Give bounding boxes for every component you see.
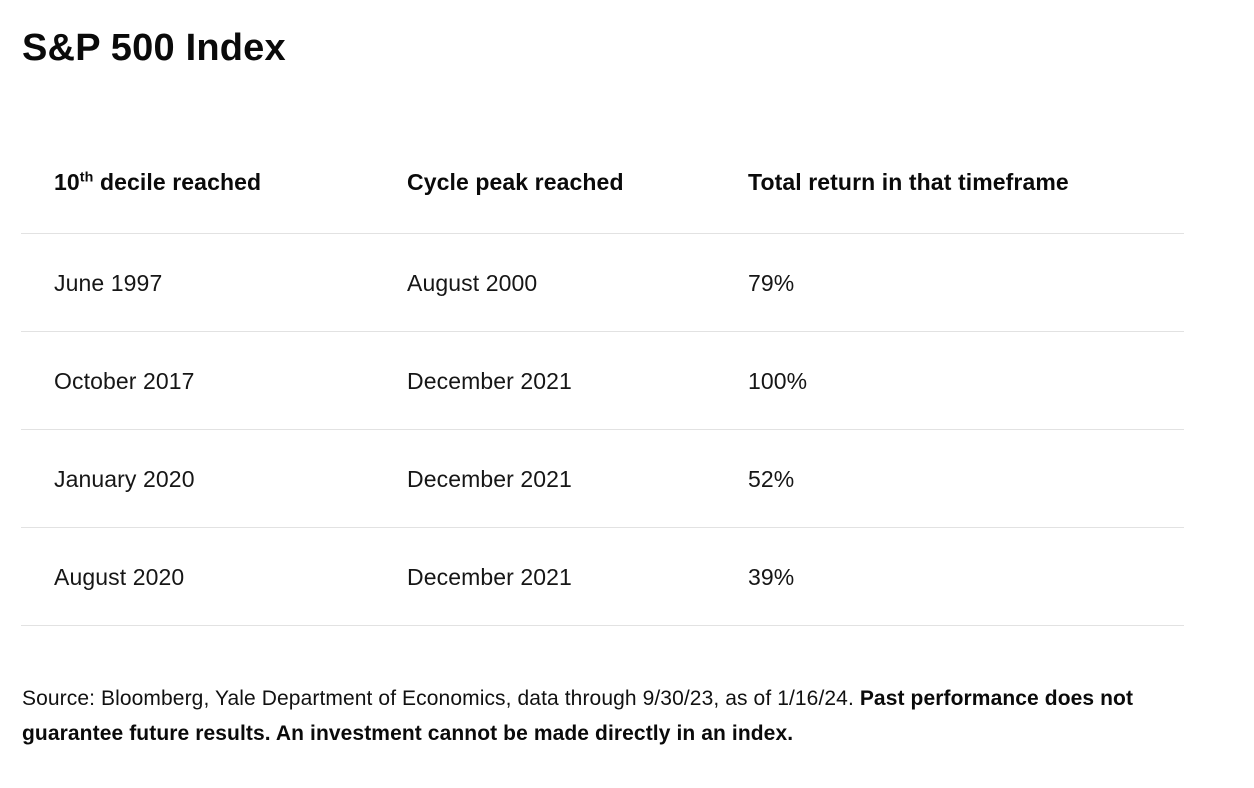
cell-decile-reached: October 2017 — [54, 367, 195, 394]
decile-header-superscript: th — [79, 169, 94, 186]
decile-header-rest: decile reached — [93, 169, 262, 195]
cell-decile-reached: January 2020 — [54, 465, 195, 492]
cell-total-return: 100% — [748, 367, 808, 394]
cell-decile-reached: June 1997 — [54, 269, 163, 296]
column-header-decile-reached: 10th decile reached — [54, 168, 407, 196]
cell-total-return: 39% — [748, 563, 795, 590]
table-row: October 2017 December 2021 100% — [21, 332, 1184, 430]
page-title: S&P 500 Index — [22, 27, 286, 69]
table-row: August 2020 December 2021 39% — [21, 528, 1184, 626]
decile-header-prefix: 10 — [54, 169, 80, 195]
disclaimer-text: Past performance does not guarantee futu… — [22, 687, 1134, 745]
cell-total-return: 52% — [748, 465, 795, 492]
cell-cycle-peak: December 2021 — [407, 367, 572, 394]
table-row: June 1997 August 2000 79% — [21, 234, 1184, 332]
source-text: Source: Bloomberg, Yale Department of Ec… — [22, 687, 860, 710]
column-header-total-return: Total return in that timeframe — [748, 169, 1069, 195]
table-header-row: 10th decile reached Cycle peak reached T… — [21, 70, 1184, 234]
cell-cycle-peak: December 2021 — [407, 563, 572, 590]
cell-total-return: 79% — [748, 269, 795, 296]
source-note: Source: Bloomberg, Yale Department of Ec… — [22, 681, 1186, 751]
column-header-cycle-peak: Cycle peak reached — [407, 169, 624, 195]
cell-cycle-peak: August 2000 — [407, 269, 538, 296]
cell-decile-reached: August 2020 — [54, 563, 185, 590]
sp500-decile-table: 10th decile reached Cycle peak reached T… — [21, 70, 1184, 626]
cell-cycle-peak: December 2021 — [407, 465, 572, 492]
table-row: January 2020 December 2021 52% — [21, 430, 1184, 528]
